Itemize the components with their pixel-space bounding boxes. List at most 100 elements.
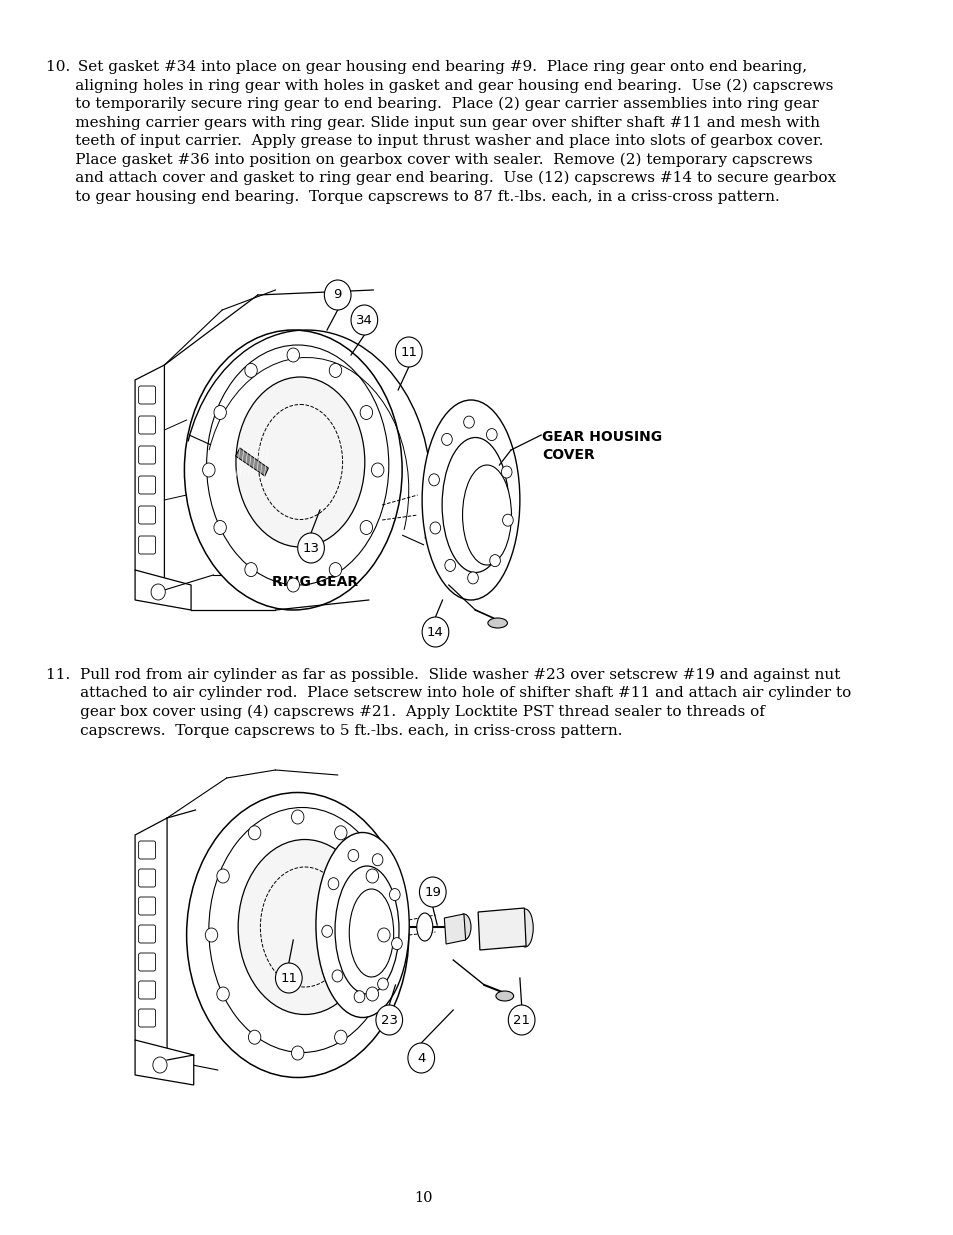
Text: 11.  Pull rod from air cylinder as far as possible.  Slide washer #23 over setsc: 11. Pull rod from air cylinder as far as… [46, 668, 840, 682]
FancyBboxPatch shape [138, 841, 155, 860]
Circle shape [324, 280, 351, 310]
Text: teeth of input carrier.  Apply grease to input thrust washer and place into slot: teeth of input carrier. Apply grease to … [46, 135, 822, 148]
Polygon shape [477, 908, 525, 950]
Circle shape [421, 618, 448, 647]
Text: aligning holes in ring gear with holes in gasket and gear housing end bearing.  : aligning holes in ring gear with holes i… [46, 79, 833, 93]
Circle shape [377, 927, 390, 942]
Circle shape [292, 1046, 304, 1060]
Circle shape [441, 433, 452, 446]
Ellipse shape [184, 330, 402, 610]
Circle shape [335, 1030, 347, 1044]
Circle shape [501, 466, 512, 478]
FancyBboxPatch shape [138, 506, 155, 524]
FancyBboxPatch shape [138, 416, 155, 433]
Text: gear box cover using (4) capscrews #21.  Apply Locktite PST thread sealer to thr: gear box cover using (4) capscrews #21. … [46, 705, 764, 720]
FancyBboxPatch shape [138, 536, 155, 555]
Circle shape [213, 405, 226, 420]
Circle shape [329, 363, 341, 378]
Circle shape [375, 1005, 402, 1035]
Circle shape [248, 1030, 260, 1044]
Circle shape [360, 520, 373, 535]
Circle shape [508, 1005, 535, 1035]
Circle shape [366, 869, 378, 883]
Text: 34: 34 [355, 314, 373, 326]
Circle shape [428, 474, 439, 485]
Text: to gear housing end bearing.  Torque capscrews to 87 ft.-lbs. each, in a criss-c: to gear housing end bearing. Torque caps… [46, 189, 780, 204]
Circle shape [502, 514, 513, 526]
Circle shape [408, 1044, 435, 1073]
Circle shape [332, 969, 342, 982]
Polygon shape [135, 1040, 193, 1086]
Circle shape [354, 990, 364, 1003]
Circle shape [245, 363, 257, 378]
Circle shape [297, 534, 324, 563]
Circle shape [275, 963, 302, 993]
Text: 10. Set gasket #34 into place on gear housing end bearing #9.  Place ring gear o: 10. Set gasket #34 into place on gear ho… [46, 61, 806, 74]
Ellipse shape [456, 914, 471, 940]
Text: 23: 23 [380, 1014, 397, 1026]
Ellipse shape [441, 437, 508, 573]
Circle shape [287, 348, 299, 362]
Circle shape [463, 416, 474, 429]
Ellipse shape [487, 618, 507, 629]
Circle shape [371, 463, 383, 477]
Polygon shape [135, 818, 167, 1060]
Text: attached to air cylinder rod.  Place setscrew into hole of shifter shaft #11 and: attached to air cylinder rod. Place sets… [46, 687, 851, 700]
Text: GEAR HOUSING
COVER: GEAR HOUSING COVER [541, 430, 661, 462]
FancyBboxPatch shape [138, 1009, 155, 1028]
Ellipse shape [335, 866, 398, 994]
Circle shape [205, 927, 217, 942]
Ellipse shape [517, 909, 533, 947]
FancyBboxPatch shape [138, 925, 155, 944]
Text: RING GEAR: RING GEAR [273, 576, 358, 589]
Circle shape [467, 572, 477, 584]
Text: 11: 11 [280, 972, 297, 984]
Text: 13: 13 [302, 541, 319, 555]
Text: 4: 4 [416, 1051, 425, 1065]
Circle shape [395, 337, 421, 367]
Text: to temporarily secure ring gear to end bearing.  Place (2) gear carrier assembli: to temporarily secure ring gear to end b… [46, 98, 819, 111]
Circle shape [213, 520, 226, 535]
Circle shape [444, 559, 455, 572]
Circle shape [335, 826, 347, 840]
FancyBboxPatch shape [138, 953, 155, 971]
Circle shape [152, 1057, 167, 1073]
FancyBboxPatch shape [138, 475, 155, 494]
Circle shape [248, 826, 260, 840]
Circle shape [328, 878, 338, 889]
Circle shape [216, 987, 229, 1002]
Ellipse shape [349, 889, 394, 977]
FancyBboxPatch shape [138, 387, 155, 404]
Ellipse shape [462, 466, 511, 564]
Text: 14: 14 [427, 625, 443, 638]
Ellipse shape [421, 400, 519, 600]
Circle shape [321, 925, 333, 937]
Circle shape [351, 305, 377, 335]
Circle shape [360, 405, 373, 420]
Circle shape [245, 563, 257, 577]
Text: 11: 11 [400, 346, 416, 358]
Text: meshing carrier gears with ring gear. Slide input sun gear over shifter shaft #1: meshing carrier gears with ring gear. Sl… [46, 116, 820, 130]
Polygon shape [235, 448, 268, 475]
Polygon shape [135, 571, 191, 610]
Ellipse shape [315, 832, 409, 1018]
Text: capscrews.  Torque capscrews to 5 ft.-lbs. each, in criss-cross pattern.: capscrews. Torque capscrews to 5 ft.-lbs… [46, 724, 622, 737]
Circle shape [486, 429, 497, 441]
Circle shape [348, 850, 358, 862]
Ellipse shape [238, 840, 371, 1014]
FancyBboxPatch shape [138, 869, 155, 887]
Text: 9: 9 [334, 289, 341, 301]
Circle shape [366, 987, 378, 1002]
Text: 19: 19 [424, 885, 440, 899]
Ellipse shape [496, 990, 513, 1002]
Circle shape [489, 555, 500, 567]
Circle shape [292, 810, 304, 824]
Circle shape [430, 522, 440, 534]
Ellipse shape [416, 913, 433, 941]
Circle shape [391, 937, 402, 950]
Text: 10: 10 [415, 1191, 433, 1205]
Text: 21: 21 [513, 1014, 530, 1026]
FancyBboxPatch shape [138, 897, 155, 915]
Text: and attach cover and gasket to ring gear end bearing.  Use (12) capscrews #14 to: and attach cover and gasket to ring gear… [46, 170, 836, 185]
Circle shape [151, 584, 165, 600]
